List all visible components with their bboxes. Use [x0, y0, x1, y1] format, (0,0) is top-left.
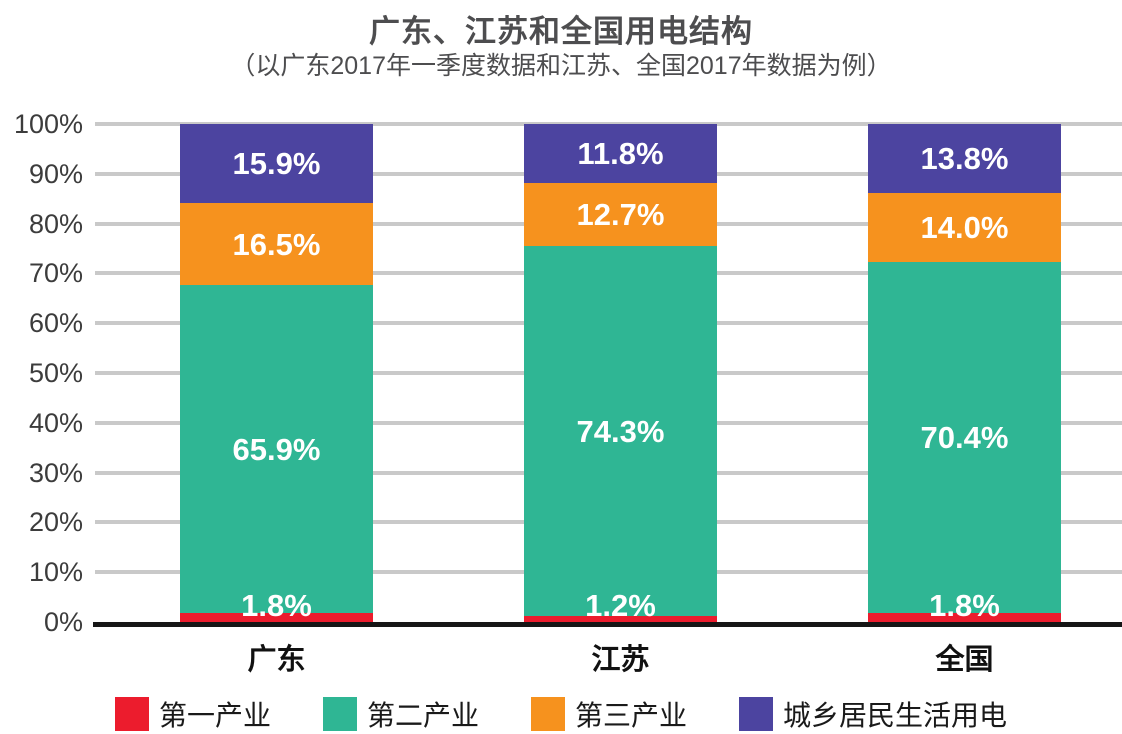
- legend: 第一产业 第二产业 第三产业 城乡居民生活用电: [0, 694, 1122, 734]
- x-axis-baseline: [93, 622, 1122, 627]
- segment-value-label: 15.9%: [232, 146, 321, 182]
- legend-item-第一产业: 第一产业: [114, 694, 271, 734]
- chart-subtitle: （以广东2017年一季度数据和江苏、全国2017年数据为例）: [230, 52, 892, 80]
- segment-广东-第二产业: 65.9%: [180, 285, 373, 614]
- y-tick-label: 20%: [28, 507, 83, 538]
- segment-value-label: 16.5%: [232, 226, 321, 262]
- segment-value-label: 1.8%: [929, 588, 1000, 623]
- x-axis-label-全国: 全国: [935, 644, 994, 676]
- segment-value-label: 65.9%: [232, 431, 321, 467]
- y-tick-label: 60%: [28, 308, 83, 339]
- chart-title: 广东、江苏和全国用电结构: [369, 14, 753, 49]
- segment-value-label: 12.7%: [576, 196, 665, 232]
- y-tick-label: 10%: [28, 557, 83, 588]
- segment-全国-城乡居民生活用电: 13.8%: [868, 124, 1061, 193]
- legend-swatch-icon: [739, 697, 774, 731]
- segment-江苏-城乡居民生活用电: 11.8%: [524, 124, 717, 183]
- segment-value-label: 1.8%: [241, 588, 312, 623]
- legend-swatch-icon: [531, 697, 565, 731]
- segment-value-label: 70.4%: [920, 420, 1009, 456]
- segment-全国-第一产业: [868, 613, 1061, 622]
- legend-item-城乡居民生活用电: 城乡居民生活用电: [739, 694, 1007, 734]
- segment-全国-第二产业: 70.4%: [868, 262, 1061, 614]
- gridline-100%: [95, 122, 1122, 126]
- segment-全国-第三产业: 14.0%: [868, 192, 1061, 263]
- legend-swatch-icon: [114, 697, 149, 731]
- x-axis-label-江苏: 江苏: [591, 644, 650, 676]
- segment-广东-第一产业: [180, 613, 373, 622]
- bar-广东: 65.9% 16.5% 15.9% 1.8%: [180, 124, 373, 622]
- segment-value-label: 74.3%: [576, 413, 665, 449]
- segment-江苏-第三产业: 12.7%: [524, 182, 717, 247]
- plot-area: 100% 90% 80% 70% 60% 50% 40% 30% 20% 10% 0% 65.9% 16…: [14, 109, 1122, 637]
- legend-label: 第一产业: [158, 700, 271, 731]
- legend-item-第三产业: 第三产业: [531, 694, 687, 734]
- y-tick-label: 100%: [13, 109, 83, 139]
- legend-item-第二产业: 第二产业: [322, 694, 479, 734]
- segment-value-label: 14.0%: [920, 210, 1009, 246]
- y-tick-label: 30%: [28, 457, 83, 488]
- segment-value-label: 11.8%: [577, 135, 664, 171]
- segment-江苏-第二产业: 74.3%: [524, 246, 717, 617]
- bar-全国: 70.4% 14.0% 13.8% 1.8%: [868, 124, 1061, 622]
- y-tick-label: 40%: [28, 407, 83, 438]
- x-axis-label-广东: 广东: [247, 644, 306, 676]
- segment-广东-城乡居民生活用电: 15.9%: [180, 124, 373, 204]
- x-axis-labels: 广东 江苏 全国: [95, 636, 1122, 676]
- y-tick-label: 70%: [28, 258, 83, 289]
- y-tick-label: 0%: [43, 607, 83, 637]
- segment-value-label: 1.2%: [585, 588, 656, 623]
- y-tick-label: 50%: [28, 358, 83, 388]
- legend-label: 城乡居民生活用电: [783, 700, 1008, 731]
- y-tick-label: 90%: [28, 158, 83, 189]
- legend-label: 第三产业: [575, 700, 688, 731]
- legend-label: 第二产业: [366, 700, 479, 731]
- segment-value-label: 13.8%: [920, 140, 1009, 176]
- bar-江苏: 74.3% 12.7% 11.8% 1.2%: [524, 124, 717, 622]
- segment-江苏-第一产业: [524, 616, 717, 622]
- segment-广东-第三产业: 16.5%: [180, 203, 373, 286]
- y-tick-label: 80%: [28, 208, 83, 239]
- legend-swatch-icon: [322, 697, 357, 731]
